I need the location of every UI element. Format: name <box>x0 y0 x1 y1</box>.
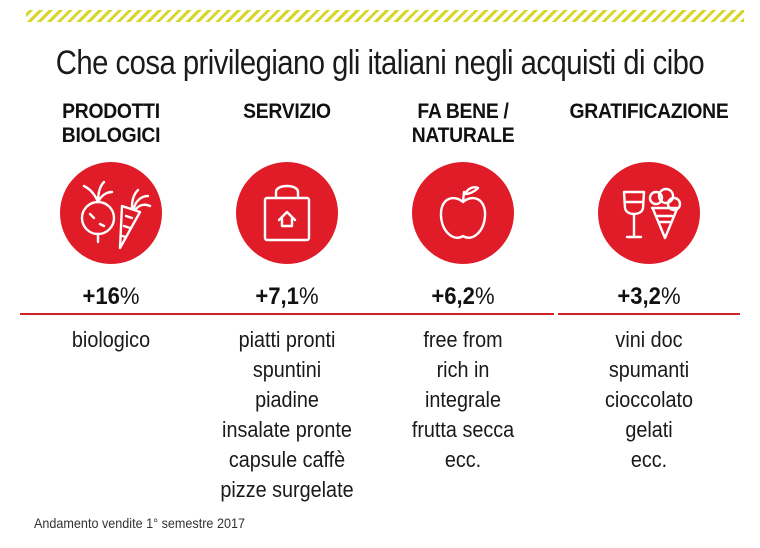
list-item: spumanti <box>608 357 690 382</box>
divider <box>372 313 554 315</box>
divider <box>196 313 378 315</box>
vegetables-icon <box>60 162 162 264</box>
percentage-value: +7,1% <box>255 283 319 310</box>
percentage-value: +3,2% <box>617 283 681 310</box>
list-item: spuntini <box>252 357 322 382</box>
list-item: integrale <box>425 387 501 412</box>
item-list: piatti pronti spuntini piadine insalate … <box>202 325 373 505</box>
list-item: capsule caffè <box>228 447 346 472</box>
category-heading: SERVIZIO <box>243 100 331 123</box>
list-item: vini doc <box>615 327 683 352</box>
list-item: biologico <box>71 327 151 352</box>
decorative-stripe <box>26 10 744 22</box>
list-item: rich in <box>436 357 490 382</box>
category-column-biologici: PRODOTTI BIOLOGICI +16% biologico <box>16 100 206 352</box>
list-item: insalate pronte <box>222 417 352 442</box>
item-list: free from rich in integrale frutta secca… <box>378 325 549 475</box>
list-item: ecc. <box>630 447 668 472</box>
list-item: gelati <box>625 417 673 442</box>
category-heading: PRODOTTI BIOLOGICI <box>61 100 161 147</box>
footnote: Andamento vendite 1° semestre 2017 <box>34 515 245 531</box>
list-item: piatti pronti <box>238 327 336 352</box>
wine-and-icecream-icon <box>598 162 700 264</box>
shopping-bag-icon <box>236 162 338 264</box>
item-list: vini doc spumanti cioccolato gelati ecc. <box>564 325 735 475</box>
percentage-value: +16% <box>82 283 140 310</box>
list-item: free from <box>423 327 503 352</box>
list-item: cioccolato <box>604 387 694 412</box>
divider <box>558 313 740 315</box>
list-item: ecc. <box>444 447 482 472</box>
list-item: frutta secca <box>411 417 515 442</box>
category-column-naturale: FA BENE / NATURALE +6,2% free from rich … <box>368 100 558 472</box>
percentage-value: +6,2% <box>431 283 495 310</box>
category-column-servizio: SERVIZIO +7,1% piatti pronti spuntini pi… <box>192 100 382 502</box>
category-heading: GRATIFICAZIONE <box>569 100 729 123</box>
list-item: piadine <box>255 387 319 412</box>
category-column-gratificazione: GRATIFICAZIONE +3,2% vini doc spumanti c… <box>554 100 744 472</box>
apple-icon <box>412 162 514 264</box>
page-title: Che cosa privilegiano gli italiani negli… <box>55 44 705 82</box>
category-heading: FA BENE / NATURALE <box>411 100 515 147</box>
list-item: pizze surgelate <box>220 477 354 502</box>
divider <box>20 313 202 315</box>
item-list: biologico <box>26 325 197 355</box>
